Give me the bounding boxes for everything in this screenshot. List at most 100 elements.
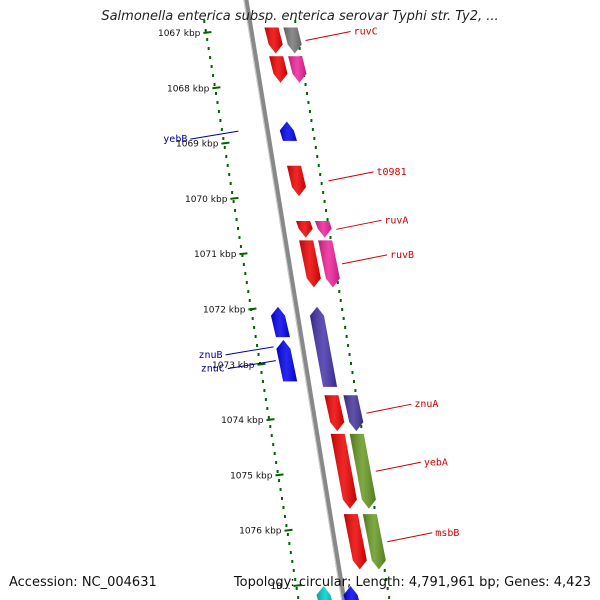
- guide-dot-left: [220, 128, 223, 131]
- gene-shade-ruvC: [264, 27, 283, 54]
- guide-dot-left: [234, 209, 237, 212]
- guide-dot-left: [212, 74, 215, 77]
- guide-dot-left: [209, 56, 212, 59]
- guide-dot-left: [231, 191, 234, 194]
- guide-dot-left: [232, 200, 235, 203]
- tick-label: 1076 kbp: [239, 527, 282, 537]
- guide-dot-left: [264, 398, 267, 401]
- tick-mark: [248, 307, 257, 311]
- guide-dot-right: [338, 290, 341, 293]
- guide-dot-left: [254, 335, 257, 338]
- tick-label: 1074 kbp: [221, 416, 264, 426]
- gene-shade-msbB-ring: [362, 514, 386, 570]
- label-leader: [336, 219, 382, 230]
- guide-dot-left: [235, 218, 238, 221]
- tick-mark: [275, 473, 284, 477]
- guide-dot-right: [298, 47, 301, 50]
- guide-dot-left: [257, 353, 260, 356]
- gene-shade-znuA: [324, 395, 345, 432]
- guide-dot-right: [294, 20, 297, 23]
- gene-label-znuB[interactable]: znuB: [198, 350, 222, 361]
- genome-stats-text: Topology: circular; Length: 4,791,961 bp…: [233, 575, 591, 590]
- guide-dot-left: [219, 119, 222, 122]
- guide-dot-left: [253, 326, 256, 329]
- gene-shade-yebB: [279, 121, 297, 141]
- tick-label: 1075 kbp: [230, 471, 273, 481]
- guide-dot-right: [339, 299, 342, 302]
- gene-shade-msbB: [343, 514, 367, 570]
- gene-label-znuC[interactable]: znuC: [201, 364, 225, 375]
- tick-label: 1069 kbp: [176, 140, 219, 150]
- guide-dot-right: [307, 101, 310, 104]
- tick-label: 1070 kbp: [185, 195, 228, 205]
- gene-shade-yebA: [330, 433, 357, 509]
- gene-label-yebA[interactable]: yebA: [424, 457, 448, 468]
- guide-dot-left: [260, 371, 263, 374]
- guide-dot-right: [347, 344, 350, 347]
- tick-label: 10...: [270, 582, 290, 592]
- guide-dot-right: [305, 92, 308, 95]
- gene-label-ruvC[interactable]: ruvC: [354, 26, 378, 37]
- page-title: Salmonella enterica subsp. enterica sero…: [101, 9, 499, 24]
- guide-dot-left: [267, 416, 270, 419]
- guide-dot-left: [207, 47, 210, 50]
- guide-dot-left: [273, 452, 276, 455]
- guide-dot-left: [285, 524, 288, 527]
- label-leader: [341, 254, 388, 265]
- gene-shade-t0981: [287, 165, 306, 197]
- guide-dot-left: [203, 20, 206, 23]
- tick-label: 1072 kbp: [203, 306, 246, 316]
- tick-mark: [212, 86, 221, 90]
- gene-shade-yebA-ring: [349, 433, 376, 509]
- tick-mark: [221, 141, 230, 145]
- guide-dot-right: [313, 137, 316, 140]
- tick-mark: [230, 196, 239, 200]
- gene-shade-znuB-blue: [270, 306, 290, 338]
- tick-mark: [284, 528, 293, 532]
- guide-dot-left: [261, 380, 264, 383]
- guide-dot-right: [325, 209, 328, 212]
- gene-label-msbB[interactable]: msbB: [435, 528, 459, 539]
- label-leader: [328, 171, 374, 182]
- gene-shade-ruvB-ring: [318, 240, 340, 288]
- gene-shade-bottom-cyan: [316, 586, 332, 600]
- guide-dot-right: [383, 569, 386, 572]
- gene-label-ruvA[interactable]: ruvA: [384, 215, 408, 226]
- guide-dot-right: [336, 281, 339, 284]
- guide-dot-left: [247, 290, 250, 293]
- gene-shade-ruvC2: [269, 56, 288, 83]
- guide-dot-right: [317, 164, 320, 167]
- gene-shade-ruvC-ring: [283, 27, 302, 54]
- gene-label-t0981[interactable]: t0981: [376, 167, 406, 178]
- guide-dot-right: [388, 596, 391, 599]
- tick-mark: [266, 418, 275, 422]
- tick-label: 1067 kbp: [158, 29, 201, 39]
- label-layer: ruvC yebB t0981 ruvA ruvB znuB znuC znuA yebA msb…: [163, 26, 459, 543]
- gene-shade-znuC: [276, 339, 298, 382]
- guide-dot-right: [308, 110, 311, 113]
- gene-label-yebB[interactable]: yebB: [163, 134, 187, 145]
- guide-dot-left: [222, 137, 225, 140]
- label-leader: [387, 532, 433, 543]
- guide-dot-left: [256, 344, 259, 347]
- guide-dot-right: [348, 353, 351, 356]
- guide-dot-right: [320, 182, 323, 185]
- label-leader: [375, 461, 421, 472]
- guide-dot-left: [266, 407, 269, 410]
- label-leader: [305, 30, 351, 41]
- guide-dot-right: [344, 326, 347, 329]
- guide-dot-left: [272, 443, 275, 446]
- tick-mark: [203, 31, 212, 34]
- guide-dot-left: [263, 389, 266, 392]
- guide-dot-right: [323, 200, 326, 203]
- guide-dot-left: [297, 596, 300, 599]
- guide-dot-left: [241, 254, 244, 257]
- guide-dot-left: [217, 110, 220, 113]
- gene-label-znuA[interactable]: znuA: [414, 399, 438, 410]
- guide-dot-left: [269, 425, 272, 428]
- gene-label-ruvB[interactable]: ruvB: [390, 250, 414, 261]
- guide-dot-left: [239, 245, 242, 248]
- guide-dot-left: [288, 542, 291, 545]
- guide-dot-left: [276, 470, 279, 473]
